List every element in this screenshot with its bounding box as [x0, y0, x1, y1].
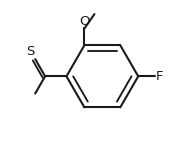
Text: S: S: [26, 45, 34, 58]
Text: O: O: [79, 15, 90, 28]
Text: F: F: [156, 70, 164, 83]
